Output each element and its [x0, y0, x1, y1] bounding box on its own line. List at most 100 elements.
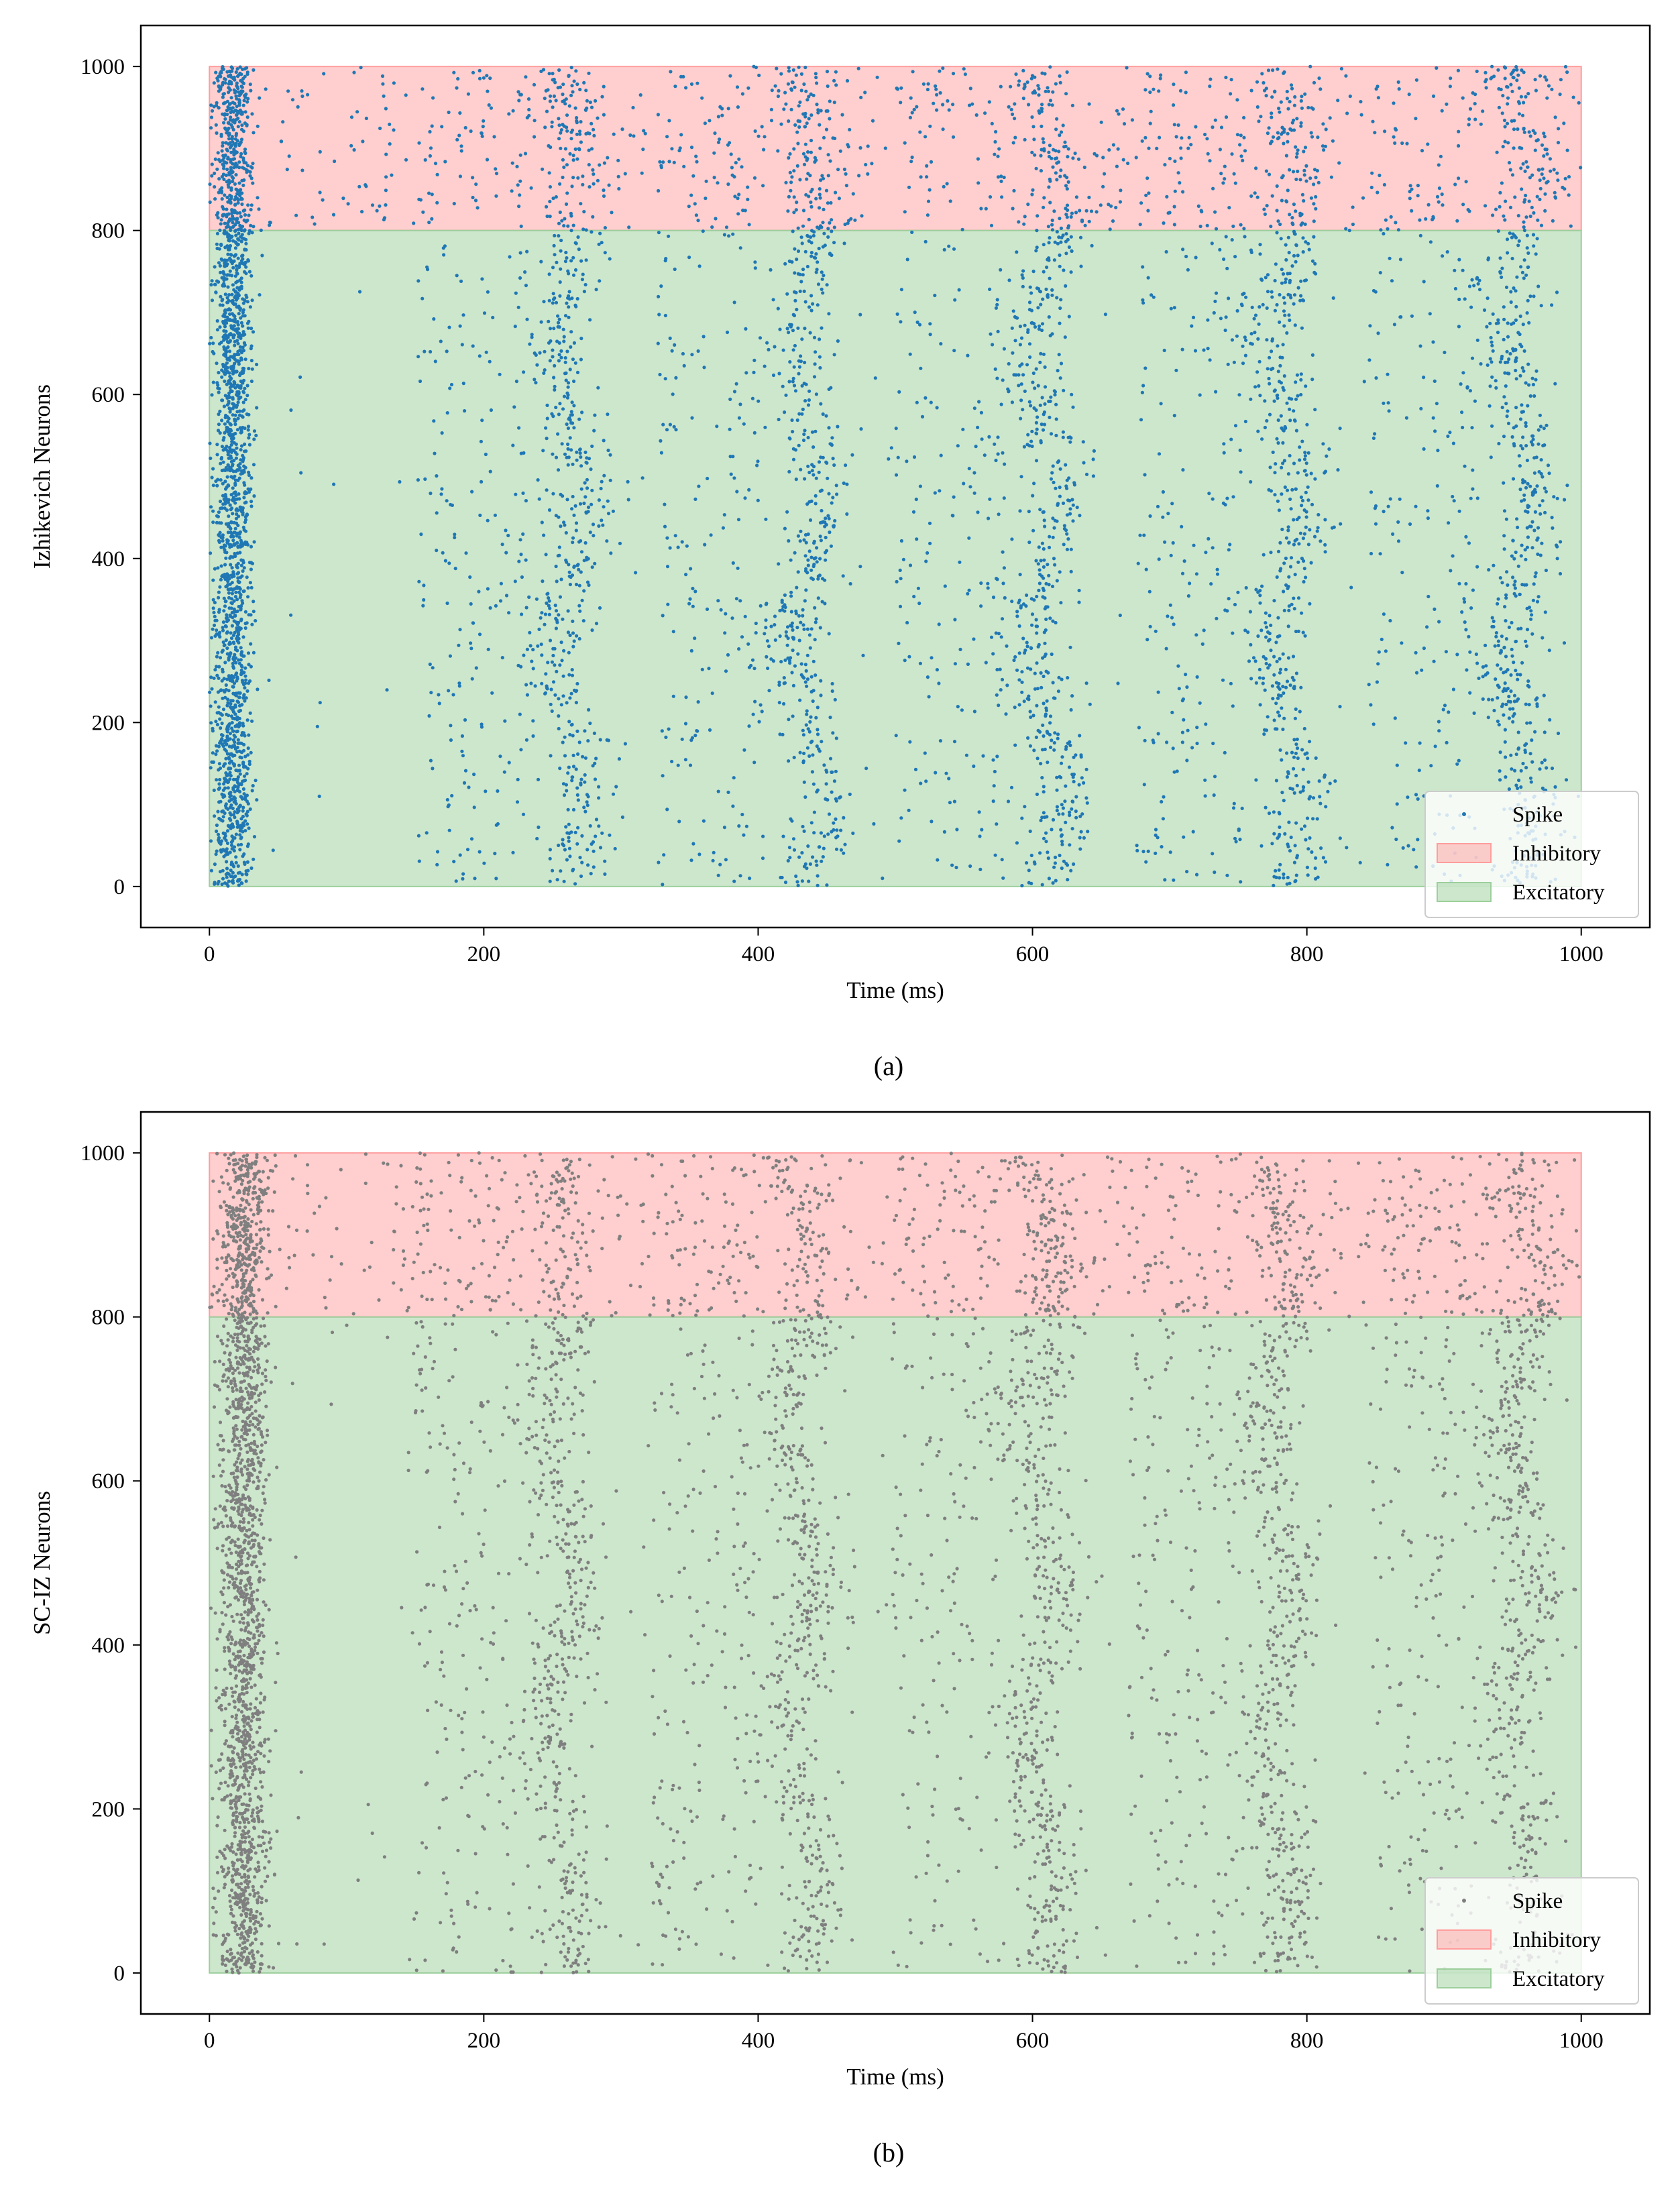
spike-point [494, 877, 498, 881]
spike-point [545, 592, 549, 596]
spike-point [916, 586, 920, 590]
spike-point [242, 390, 246, 394]
spike-point [1019, 336, 1024, 340]
spike-point [1030, 150, 1034, 154]
spike-point [1058, 217, 1062, 221]
spike-point [238, 262, 242, 266]
spike-point [805, 571, 809, 575]
spike-point [839, 828, 843, 832]
spike-point [254, 619, 258, 623]
spike-point [1022, 222, 1026, 226]
spike-point [213, 157, 217, 161]
spike-point [899, 539, 903, 543]
spike-point [237, 721, 241, 725]
spike-point [550, 709, 554, 713]
spike-point [1054, 127, 1058, 131]
spike-point [937, 681, 941, 685]
spike-point [559, 238, 563, 243]
spike-point [237, 783, 241, 787]
spike-point [1053, 861, 1057, 865]
spike-point [1233, 424, 1238, 428]
spike-point [217, 744, 221, 748]
spike-point [1313, 477, 1317, 481]
spike-point [1268, 382, 1272, 386]
spike-point [976, 510, 980, 514]
spike-point [555, 669, 559, 674]
spike-point [243, 213, 247, 217]
spike-point [220, 197, 224, 201]
spike-point [1314, 856, 1318, 860]
spike-point [234, 860, 238, 864]
spike-point [1304, 179, 1308, 183]
spike-point [1256, 337, 1260, 341]
spike-point [1283, 485, 1287, 490]
spike-point [1264, 276, 1268, 280]
spike-point [791, 68, 795, 72]
spike-point [929, 160, 934, 164]
spike-point [1074, 195, 1078, 199]
spike-point [597, 785, 601, 789]
spike-point [898, 568, 902, 573]
spike-point [605, 539, 609, 543]
spike-point [1263, 688, 1267, 692]
spike-point [687, 602, 691, 606]
spike-point [847, 219, 851, 223]
spike-point [983, 453, 987, 457]
spike-point [566, 385, 570, 389]
spike-point [809, 138, 814, 143]
spike-point [246, 868, 250, 873]
spike-point [623, 742, 628, 746]
spike-point [627, 225, 631, 229]
spike-point [240, 236, 245, 240]
spike-point [817, 206, 822, 210]
spike-point [240, 233, 244, 237]
spike-point [1048, 721, 1052, 725]
spike-point [227, 456, 231, 460]
spike-point [220, 468, 224, 473]
spike-point [923, 239, 928, 243]
spike-point [1079, 264, 1083, 268]
spike-point [252, 429, 257, 433]
spike-point [233, 543, 237, 547]
spike-point [1309, 471, 1313, 475]
spike-point [566, 426, 571, 431]
spike-point [1324, 805, 1328, 809]
spike-point [1058, 775, 1062, 779]
spike-point [233, 361, 237, 366]
spike-point [229, 228, 233, 232]
spike-point [820, 277, 824, 281]
spike-point [429, 759, 433, 763]
spike-point [213, 614, 217, 618]
spike-point [1243, 335, 1247, 339]
spike-point [1280, 281, 1284, 285]
spike-point [1195, 675, 1199, 679]
spike-point [1299, 495, 1303, 500]
spike-point [1257, 667, 1262, 672]
spike-point [225, 841, 230, 845]
spike-point [222, 121, 226, 125]
spike-point [230, 175, 234, 179]
spike-point [233, 692, 237, 696]
spike-point [567, 673, 571, 677]
spike-point [988, 287, 992, 291]
spike-point [567, 455, 571, 459]
spike-point [1020, 670, 1024, 674]
spike-point [1285, 89, 1289, 94]
spike-point [220, 721, 224, 726]
spike-point [215, 618, 219, 622]
spike-point [219, 270, 223, 274]
spike-point [584, 258, 588, 262]
spike-point [853, 218, 857, 222]
spike-point [234, 253, 238, 257]
spike-point [832, 821, 836, 825]
spike-point [1229, 681, 1233, 685]
spike-point [232, 259, 236, 263]
spike-point [799, 673, 803, 677]
spike-point [1017, 624, 1021, 628]
spike-point [238, 193, 242, 197]
spike-point [1272, 810, 1276, 814]
spike-point [1275, 231, 1279, 235]
spike-point [230, 292, 234, 296]
spike-point [231, 179, 235, 183]
spike-point [573, 689, 577, 693]
